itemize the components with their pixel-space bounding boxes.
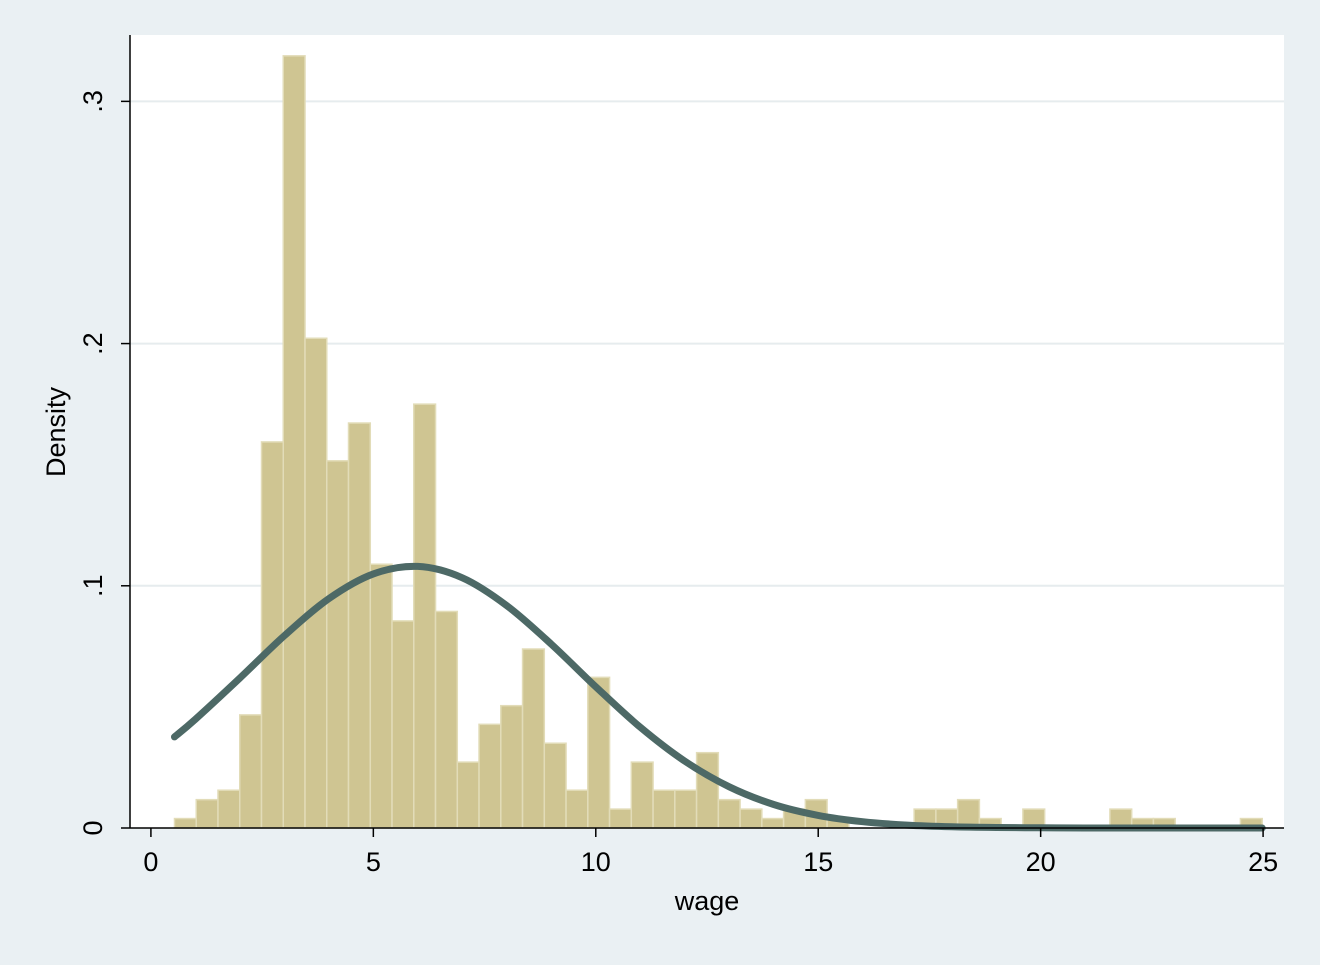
bar bbox=[413, 403, 437, 829]
bar bbox=[217, 789, 241, 829]
bar bbox=[304, 337, 328, 829]
x-tick-label: 15 bbox=[803, 847, 833, 877]
bar bbox=[761, 817, 785, 829]
bar bbox=[282, 55, 306, 829]
bar bbox=[521, 648, 546, 829]
x-tick-label: 25 bbox=[1248, 847, 1278, 877]
x-axis-label: wage bbox=[674, 886, 740, 916]
bar bbox=[717, 798, 741, 829]
bar bbox=[500, 704, 524, 829]
bar bbox=[608, 808, 633, 829]
bar bbox=[239, 714, 263, 829]
ticks: 0 .1 .2 .3 0 5 10 15 20 25 bbox=[78, 90, 1278, 877]
bar bbox=[630, 761, 654, 829]
bars bbox=[173, 55, 1263, 829]
bar bbox=[347, 422, 372, 829]
bar bbox=[565, 789, 589, 829]
bar bbox=[195, 798, 219, 829]
bar bbox=[434, 610, 459, 829]
y-tick-label: .2 bbox=[78, 332, 108, 355]
y-tick-label: .1 bbox=[78, 575, 108, 598]
x-tick-label: 5 bbox=[366, 847, 381, 877]
x-tick-label: 0 bbox=[143, 847, 158, 877]
x-tick-label: 10 bbox=[581, 847, 611, 877]
bar bbox=[326, 460, 350, 829]
y-tick-label: 0 bbox=[78, 820, 108, 835]
bar bbox=[695, 751, 720, 829]
bar bbox=[478, 723, 502, 829]
bar bbox=[674, 789, 698, 829]
bar bbox=[652, 789, 676, 829]
bar bbox=[543, 742, 567, 829]
bar bbox=[391, 620, 415, 829]
bar bbox=[173, 817, 197, 829]
bar bbox=[456, 761, 480, 829]
bar bbox=[739, 808, 763, 829]
y-axis-label: Density bbox=[41, 386, 71, 477]
x-tick-label: 20 bbox=[1026, 847, 1056, 877]
bar bbox=[369, 563, 393, 829]
y-tick-label: .3 bbox=[78, 90, 108, 113]
